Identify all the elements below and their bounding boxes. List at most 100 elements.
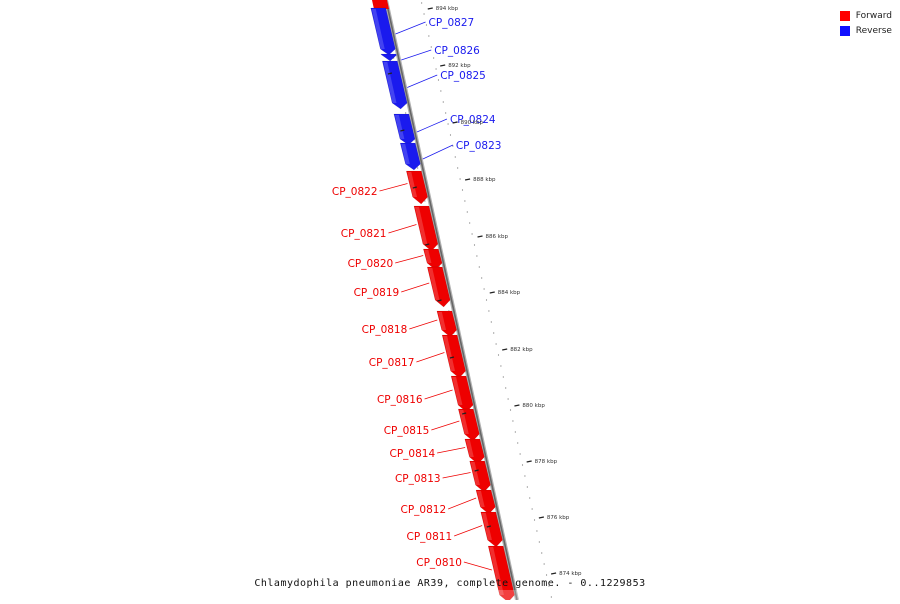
- scale-dot: [505, 387, 507, 389]
- gene-cp-0823[interactable]: CP_0823: [399, 140, 502, 171]
- tick-mark-left: [387, 72, 393, 75]
- gene-label[interactable]: CP_0814: [390, 448, 436, 460]
- gene-highlight: [443, 336, 456, 371]
- gene-label[interactable]: CP_0827: [429, 17, 475, 29]
- scale-dot: [421, 2, 423, 4]
- scale-dot: [425, 24, 428, 26]
- scale-dot: [514, 431, 516, 433]
- gene-label[interactable]: CP_0824: [450, 114, 496, 126]
- tick-mark-left: [425, 243, 430, 246]
- gene-cp-0820[interactable]: CP_0820: [348, 248, 443, 271]
- leader-line: [454, 525, 483, 537]
- gene-arrow[interactable]: [426, 266, 451, 308]
- scale-dot: [517, 442, 519, 444]
- gene-cp-0812[interactable]: CP_0812: [401, 489, 496, 516]
- gene-cp-0815[interactable]: CP_0815: [384, 408, 480, 442]
- gene-cp-0822[interactable]: CP_0822: [332, 170, 428, 205]
- gene-arrow[interactable]: [469, 460, 491, 493]
- gene-arrow[interactable]: [464, 438, 485, 465]
- scale-dot: [507, 398, 509, 400]
- gene-label[interactable]: CP_0820: [348, 258, 394, 270]
- gene-highlight: [476, 491, 485, 507]
- leader-line: [416, 118, 448, 133]
- leader-line: [424, 389, 453, 400]
- gene-arrow[interactable]: [380, 53, 398, 62]
- scale-dot: [423, 13, 425, 15]
- tick-label: 892 kbp: [448, 63, 471, 69]
- tick-label: 880 kbp: [522, 403, 545, 409]
- tick-mark: [440, 64, 446, 67]
- gene-label[interactable]: CP_0812: [401, 504, 447, 516]
- gene-highlight: [371, 9, 385, 49]
- gene-label[interactable]: CP_0826: [434, 45, 480, 57]
- gene-arrow[interactable]: [423, 248, 443, 271]
- gene-arrow[interactable]: [370, 7, 396, 56]
- leader-line: [401, 49, 432, 61]
- gene-arrow[interactable]: [413, 205, 439, 252]
- scale-dot: [519, 453, 521, 455]
- gene-cp-0825[interactable]: CP_0825: [382, 60, 486, 110]
- scale-dot: [428, 35, 430, 37]
- gene-arrow[interactable]: [382, 60, 408, 110]
- tick-mark-left: [486, 525, 491, 528]
- gene-arrow[interactable]: [399, 142, 421, 171]
- gene-cp-0814[interactable]: CP_0814: [390, 438, 485, 465]
- track-fade: [496, 590, 519, 600]
- gene-arrow[interactable]: [436, 310, 457, 338]
- gene-arrow[interactable]: [480, 511, 503, 548]
- leader-line: [463, 561, 492, 571]
- tick-label: 876 kbp: [547, 515, 570, 521]
- gene-label[interactable]: CP_0815: [384, 425, 430, 437]
- scale-dot: [466, 211, 468, 213]
- gene-label[interactable]: CP_0822: [332, 186, 378, 198]
- gene-highlight: [489, 547, 504, 595]
- gene-cp-0827[interactable]: CP_0827: [370, 7, 475, 56]
- gene-label[interactable]: CP_0825: [440, 70, 486, 82]
- scale-dot: [437, 79, 440, 81]
- gene-cp-0813[interactable]: CP_0813: [395, 460, 491, 493]
- gene-label[interactable]: CP_0818: [362, 324, 408, 336]
- gene-cp-0826[interactable]: CP_0826: [380, 45, 480, 62]
- scale-dot: [473, 244, 476, 246]
- gene-arrow[interactable]: [441, 334, 466, 379]
- scale-dot: [447, 123, 449, 125]
- leader-line: [442, 472, 471, 479]
- leader-line: [409, 319, 438, 330]
- scale-dot: [459, 178, 461, 180]
- gene-label[interactable]: CP_0813: [395, 473, 441, 485]
- gene-cp-0821[interactable]: CP_0821: [341, 205, 439, 252]
- gene-cp-0818[interactable]: CP_0818: [362, 310, 457, 338]
- scale-dot: [440, 90, 442, 92]
- gene-label[interactable]: CP_0823: [456, 140, 502, 152]
- gene-label[interactable]: CP_0810: [416, 557, 462, 569]
- tick-label: 886 kbp: [486, 234, 509, 240]
- gene-cp-0817[interactable]: CP_0817: [369, 334, 466, 379]
- gene-arrow[interactable]: [487, 545, 515, 603]
- scale-dot: [430, 46, 432, 48]
- gene-label[interactable]: CP_0811: [407, 531, 453, 543]
- leader-line: [388, 224, 417, 234]
- gene-arrow[interactable]: [406, 170, 428, 205]
- gene-label[interactable]: CP_0816: [377, 394, 423, 406]
- gene-arrow[interactable]: [457, 408, 480, 442]
- tick-mark-left: [462, 412, 467, 415]
- gene-cp-0811[interactable]: CP_0811: [407, 511, 503, 548]
- backbone: [384, 0, 519, 601]
- gene-highlight: [414, 207, 428, 244]
- gene-cp-0810[interactable]: CP_0810: [416, 545, 515, 603]
- scale-dot: [405, 112, 407, 114]
- gene-label[interactable]: CP_0821: [341, 228, 387, 240]
- gene-label[interactable]: CP_0817: [369, 357, 415, 369]
- gene-arrow[interactable]: [393, 113, 416, 146]
- gene-cp-0824[interactable]: CP_0824: [393, 113, 496, 146]
- scale-dot: [481, 277, 483, 279]
- gene-cp-0816[interactable]: CP_0816: [377, 375, 474, 413]
- gene-cp-0819[interactable]: CP_0819: [354, 266, 451, 308]
- tick-mark: [550, 572, 557, 575]
- leader-line: [401, 282, 430, 293]
- gene-arrow[interactable]: [475, 489, 496, 515]
- gene-label[interactable]: CP_0819: [354, 287, 400, 299]
- gene-arrow[interactable]: [450, 375, 474, 413]
